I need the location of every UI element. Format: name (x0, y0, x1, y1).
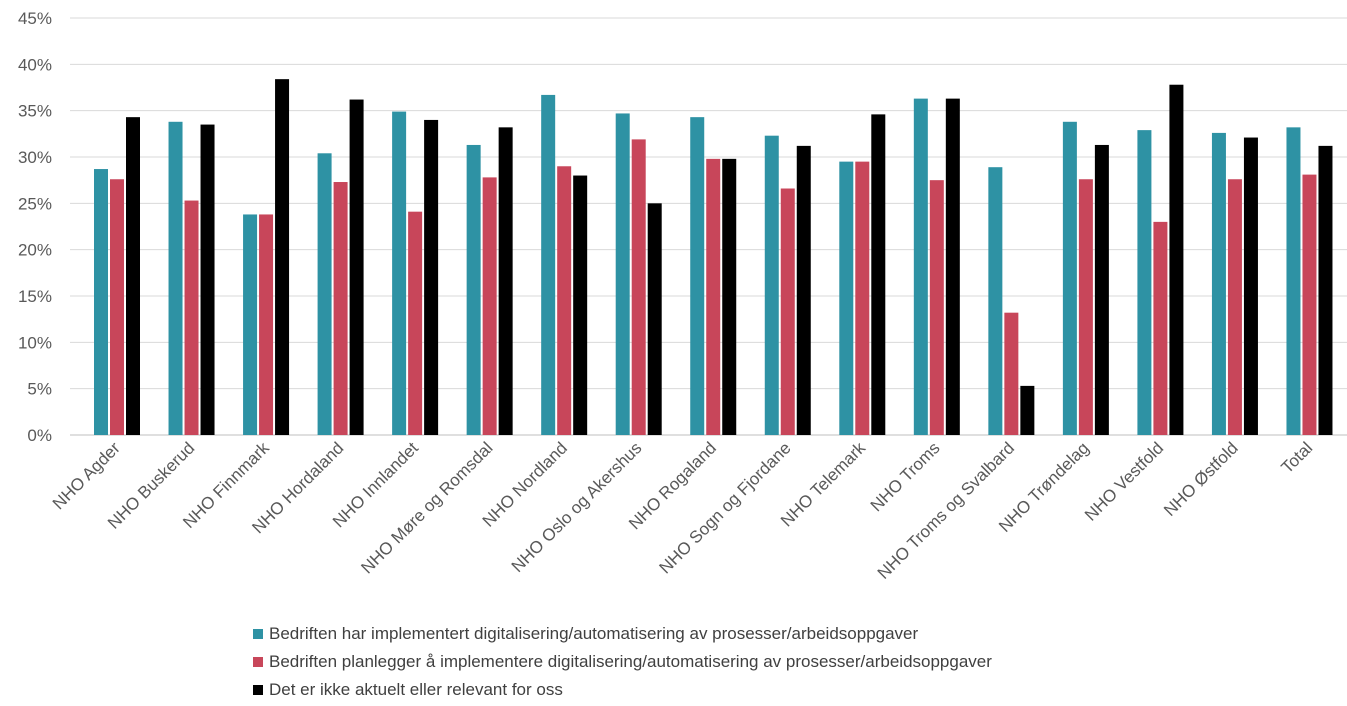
bar (1078, 179, 1093, 435)
bar (1004, 312, 1019, 435)
bar (1153, 221, 1168, 435)
legend-swatch-implemented (253, 629, 263, 639)
y-tick-label: 5% (27, 380, 52, 399)
x-tick-label: NHO Møre og Romsdal (357, 438, 496, 577)
bar (1227, 179, 1242, 435)
bar (839, 161, 854, 435)
bar (110, 179, 124, 435)
bar (871, 114, 886, 435)
bar (988, 167, 1003, 435)
bar (615, 113, 630, 436)
legend-label-planning: Bedriften planlegger å implementere digi… (269, 652, 992, 671)
y-tick-label: 40% (18, 55, 52, 74)
bar (498, 127, 513, 435)
bar (184, 200, 199, 435)
y-tick-label: 30% (18, 148, 52, 167)
bar (1243, 137, 1258, 436)
bar (1094, 144, 1109, 435)
bar (482, 177, 497, 436)
bar (259, 214, 274, 435)
bar (168, 121, 183, 435)
bar (466, 144, 481, 435)
legend-item-implemented: Bedriften har implementert digitaliserin… (253, 620, 992, 648)
bar (1211, 132, 1226, 435)
legend: Bedriften har implementert digitaliserin… (253, 620, 992, 704)
bar (1286, 127, 1301, 435)
legend-label-implemented: Bedriften har implementert digitaliserin… (269, 624, 919, 643)
legend-swatch-planning (253, 657, 263, 667)
bar (929, 180, 944, 435)
bar (722, 158, 737, 435)
y-tick-label: 45% (18, 9, 52, 28)
x-tick-label: Total (1277, 438, 1316, 477)
bar (706, 158, 721, 435)
bar (945, 98, 960, 436)
x-tick-label: NHO Sogn og Fjordane (656, 438, 795, 577)
bar (541, 94, 556, 435)
bar (764, 135, 779, 436)
y-tick-label: 25% (18, 194, 52, 213)
bar (1302, 174, 1317, 435)
bar (349, 99, 364, 436)
x-tick-label: NHO Agder (49, 438, 124, 513)
y-tick-label: 0% (27, 426, 52, 445)
y-tick-label: 10% (18, 333, 52, 352)
y-tick-label: 35% (18, 102, 52, 121)
x-tick-label: NHO Troms og Svalbard (874, 438, 1018, 582)
bar (796, 145, 811, 435)
bar (408, 211, 423, 435)
bar (424, 119, 439, 435)
x-tick-label: NHO Oslo og Akershus (508, 438, 646, 576)
bar (275, 79, 290, 435)
bar (1318, 145, 1333, 435)
legend-item-planning: Bedriften planlegger å implementere digi… (253, 648, 992, 676)
legend-swatch-not-relevant (253, 685, 263, 695)
bar (1020, 385, 1035, 435)
bar (913, 98, 928, 436)
y-tick-label: 15% (18, 287, 52, 306)
bar (317, 153, 332, 435)
bar (243, 214, 258, 435)
bar (690, 117, 705, 436)
legend-item-not-relevant: Det er ikke aktuelt eller relevant for o… (253, 676, 992, 704)
bar (647, 203, 662, 435)
bar (126, 117, 140, 436)
bar (557, 166, 572, 435)
x-tick-label: NHO Troms (867, 438, 944, 515)
bar (392, 111, 407, 436)
bar (333, 182, 348, 435)
legend-label-not-relevant: Det er ikke aktuelt eller relevant for o… (269, 680, 563, 699)
y-tick-label: 20% (18, 241, 52, 260)
bar (94, 169, 108, 435)
bar (855, 161, 870, 435)
bar (573, 175, 588, 436)
bar (1062, 121, 1077, 435)
bar (200, 124, 215, 436)
bar (1169, 84, 1184, 435)
bar (780, 188, 795, 435)
bar-chart: 0% 5% 10% 15% 20% 25% 30% 35% 40% 45% NHO Agder NHO… (18, 9, 1347, 583)
x-tick-label: NHO Østfold (1160, 438, 1242, 520)
x-tick-label: NHO Vestfold (1081, 438, 1167, 524)
bar (1137, 130, 1152, 436)
bar (631, 139, 646, 436)
